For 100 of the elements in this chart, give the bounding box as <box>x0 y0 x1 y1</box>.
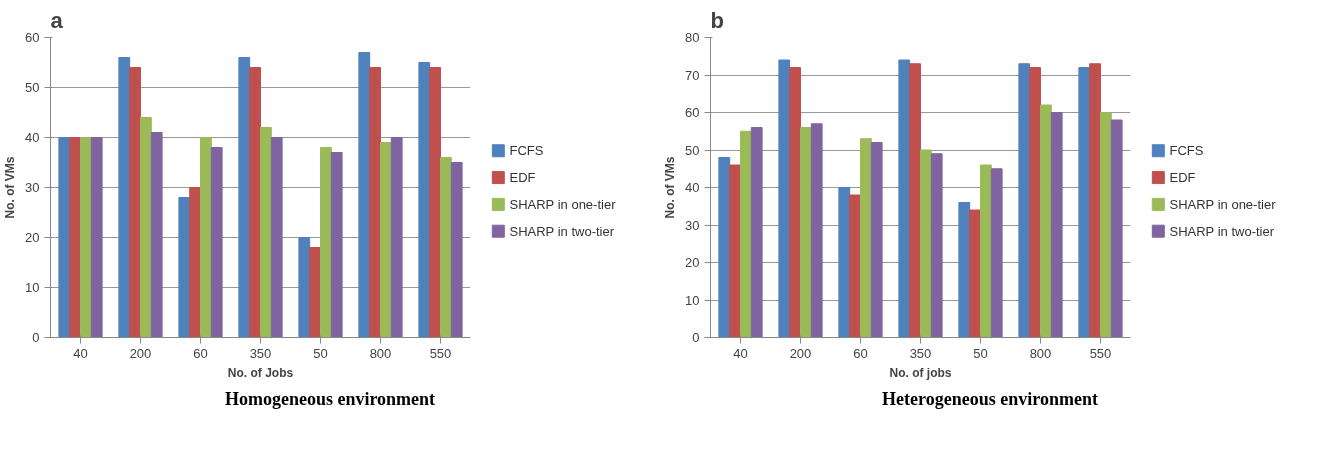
x-tick-label: 40 <box>73 345 88 361</box>
bar <box>260 127 272 338</box>
y-tick-label: 70 <box>685 67 700 83</box>
bar <box>920 149 932 338</box>
legend-label: FCFS <box>1169 143 1204 159</box>
y-tick-label: 50 <box>25 80 40 95</box>
y-axis-title: No. of VMs <box>3 156 18 219</box>
x-tick-label: 60 <box>193 345 208 361</box>
legend-label: SHARP in two-tier <box>509 223 615 239</box>
x-tick-label: 60 <box>853 345 868 361</box>
y-axis-title: No. of VMs <box>663 156 678 219</box>
bar <box>1089 63 1101 338</box>
bar <box>238 57 251 338</box>
y-tick-label: 30 <box>685 217 700 233</box>
bar <box>210 147 223 338</box>
bar <box>440 157 452 338</box>
bar <box>358 52 371 338</box>
bar <box>140 117 152 338</box>
bar <box>750 127 763 338</box>
bar <box>930 153 943 338</box>
bar <box>200 137 212 338</box>
legend-label: FCFS <box>509 143 544 159</box>
legend-label: EDF <box>1169 170 1196 186</box>
bar <box>789 67 801 338</box>
bar <box>980 164 992 338</box>
bar <box>909 63 921 338</box>
x-tick-label: 800 <box>1029 345 1052 361</box>
bar <box>718 157 731 338</box>
x-tick-label: 200 <box>129 345 152 361</box>
bar <box>320 147 332 338</box>
bar <box>189 187 201 338</box>
y-tick-label: 0 <box>32 330 40 345</box>
bar <box>380 142 392 338</box>
bar <box>958 202 971 338</box>
x-axis-title: No. of jobs <box>889 365 952 380</box>
x-tick-label: 50 <box>973 345 988 361</box>
bar <box>969 209 981 338</box>
y-tick-label: 10 <box>685 292 700 308</box>
y-tick-label: 60 <box>685 105 700 120</box>
bar <box>810 123 823 338</box>
text: Heterogeneous environment <box>882 388 1098 411</box>
x-tick-label: 350 <box>909 345 932 361</box>
bar <box>849 194 861 338</box>
legend-label: EDF <box>509 170 536 186</box>
x-axis-title: No. of Jobs <box>227 365 294 380</box>
y-tick-label: 10 <box>25 280 40 295</box>
chart-title: b <box>710 7 724 33</box>
bar <box>58 137 71 338</box>
bar <box>778 59 791 338</box>
bar <box>729 164 741 338</box>
legend-label: SHARP in one-tier <box>1169 196 1277 212</box>
bar <box>450 162 463 338</box>
y-tick-label: 60 <box>25 30 40 45</box>
bar <box>740 130 752 338</box>
x-tick-label: 40 <box>733 345 748 361</box>
bar <box>800 127 812 338</box>
bar <box>418 62 431 338</box>
bar <box>898 59 911 338</box>
legend-label: SHARP in one-tier <box>509 196 617 212</box>
x-tick-label: 350 <box>249 345 272 361</box>
bar <box>429 67 441 338</box>
y-tick-label: 40 <box>685 180 700 195</box>
x-tick-label: 800 <box>369 345 392 361</box>
y-tick-label: 20 <box>685 255 700 270</box>
bar <box>150 132 163 338</box>
x-tick-label: 550 <box>429 345 452 361</box>
x-tick-label: 200 <box>789 345 812 361</box>
bar <box>298 237 311 338</box>
bar <box>1078 67 1091 338</box>
bar <box>90 137 103 338</box>
bar <box>990 168 1003 338</box>
bar <box>1040 104 1052 338</box>
chart-title: a <box>50 7 64 33</box>
bar <box>1050 112 1063 338</box>
bar <box>118 57 131 338</box>
bar <box>1018 63 1031 338</box>
y-tick-label: 20 <box>25 230 40 245</box>
y-tick-label: 50 <box>685 142 700 158</box>
bar <box>80 137 92 338</box>
bar <box>870 142 883 338</box>
y-tick-label: 0 <box>692 330 700 345</box>
bar <box>129 67 141 338</box>
bar <box>309 247 321 338</box>
y-tick-label: 80 <box>685 30 700 45</box>
bar <box>1110 119 1123 338</box>
bar <box>1100 112 1112 338</box>
bar <box>330 152 343 338</box>
y-tick-label: 40 <box>25 130 40 145</box>
bar <box>249 67 261 338</box>
bar <box>860 138 872 338</box>
bar <box>1029 67 1041 338</box>
bar <box>838 187 851 338</box>
bar <box>178 197 191 338</box>
bar <box>270 137 283 338</box>
bar <box>369 67 381 338</box>
legend-label: SHARP in two-tier <box>1169 223 1275 239</box>
x-tick-label: 550 <box>1089 345 1112 361</box>
bar <box>390 137 403 338</box>
bar <box>69 137 81 338</box>
text: Homogeneous environment <box>224 388 436 411</box>
